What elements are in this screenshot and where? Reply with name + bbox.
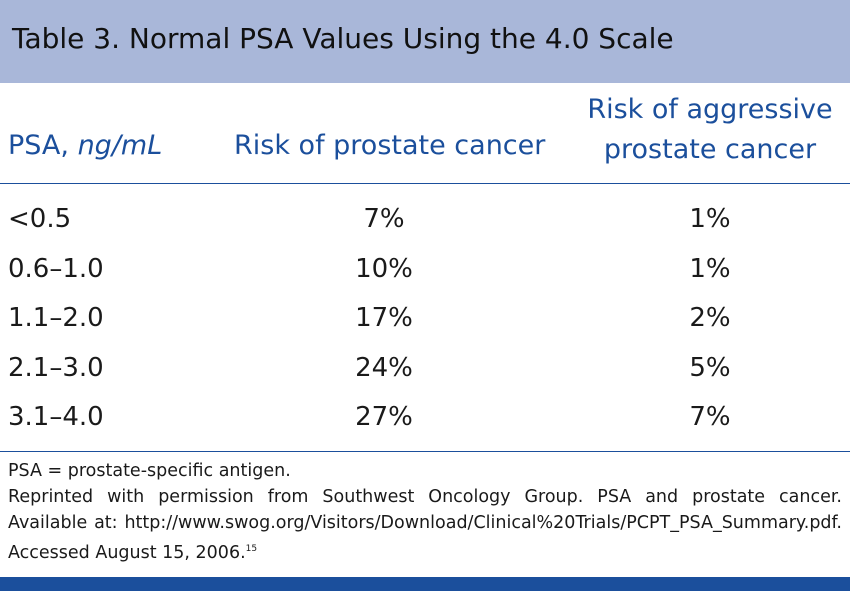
footnote-abbreviation: PSA = prostate-specific antigen. [8,461,291,481]
table-title: Table 3. Normal PSA Values Using the 4.0… [12,22,674,55]
column-header-risk: Risk of prostate cancer [234,130,546,161]
cell-psa-range: 3.1–4.0 [8,402,104,432]
cell-psa-range: 0.6–1.0 [8,253,104,284]
cell-aggressive-risk: 1% [689,253,731,284]
cell-risk: 10% [355,253,413,284]
table-body: <0.5 7% 1% 0.6–1.0 10% 1% 1.1–2.0 17% 2%… [0,196,850,444]
cell-psa-range: <0.5 [8,204,72,234]
cell-aggressive-risk: 1% [689,204,731,234]
cell-risk: 24% [355,352,413,383]
cell-risk: 17% [355,303,413,333]
column-header-psa-label: PSA, [8,130,78,161]
table-row: 2.1–3.0 24% 5% [0,345,850,395]
table-title-bar: Table 3. Normal PSA Values Using the 4.0… [0,0,850,83]
table-header-row: PSA, ng/mL Risk of prostate cancer Risk … [0,83,850,184]
cell-psa-range: 1.1–2.0 [8,303,104,333]
notes-divider [0,451,850,452]
cell-aggressive-risk: 7% [689,402,731,432]
footnote-reference-number: 15 [245,544,258,554]
table-footnotes: PSA = prostate-specific antigen. Reprint… [8,458,842,566]
cell-aggressive-risk: 2% [689,303,731,333]
table-row: 1.1–2.0 17% 2% [0,295,850,345]
cell-risk: 27% [355,402,413,432]
footnote-source-text: Reprinted with permission from Southwest… [8,487,842,563]
column-header-psa: PSA, ng/mL [8,130,162,161]
column-header-aggressive-risk: Risk of aggressive prostate cancer [560,90,850,170]
cell-risk: 7% [363,204,405,234]
cell-psa-range: 2.1–3.0 [8,352,104,383]
table-row: 0.6–1.0 10% 1% [0,246,850,296]
cell-aggressive-risk: 5% [689,352,731,383]
column-header-psa-unit: ng/mL [77,130,163,161]
bottom-rule-bar [0,577,850,591]
table-row: 3.1–4.0 27% 7% [0,394,850,444]
table-row: <0.5 7% 1% [0,196,850,246]
column-header-aggressive-line2: prostate cancer [603,134,817,165]
footnote-source: Reprinted with permission from Southwest… [8,484,842,566]
column-header-aggressive-line1: Risk of aggressive [587,94,833,125]
